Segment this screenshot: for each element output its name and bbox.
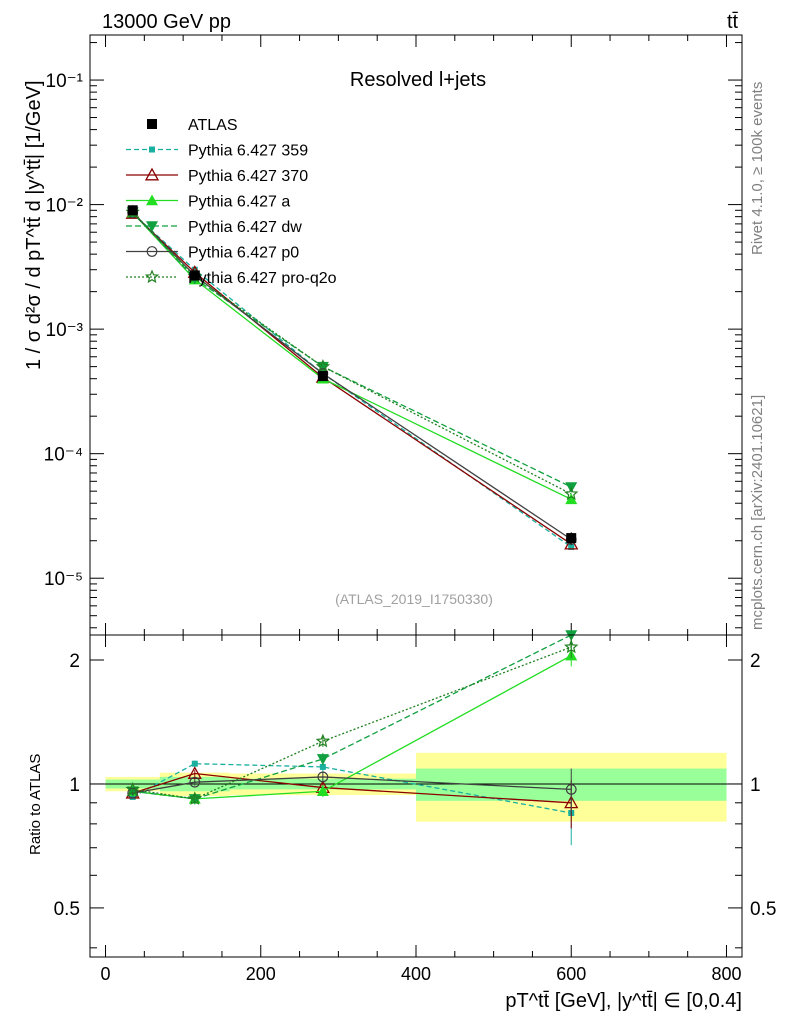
series-point xyxy=(563,486,579,501)
ratio-point xyxy=(187,791,202,805)
ratio-panel-frame xyxy=(89,634,743,958)
main-series-group xyxy=(125,204,579,551)
ratio-series-group xyxy=(125,630,579,846)
x-tick-label: 800 xyxy=(711,964,741,984)
y-tick-label: 10⁻⁴ xyxy=(44,445,83,466)
ratio-line-pythia-6-427-pro-q2o xyxy=(132,646,572,800)
ratio-point xyxy=(315,733,331,748)
x-tick-label: 200 xyxy=(246,964,276,984)
legend-label: Pythia 6.427 a xyxy=(188,194,290,211)
ratio-y-tick-label: 2 xyxy=(69,651,80,672)
ratio-line-pythia-6-427-359 xyxy=(132,763,572,814)
legend-label: Pythia 6.427 p0 xyxy=(188,245,299,262)
y-tick-label: 10⁻⁵ xyxy=(44,569,83,590)
chart-title: Resolved l+jets xyxy=(350,69,486,91)
data-point xyxy=(317,371,328,382)
ratio-y-tick-label-right: 1 xyxy=(750,775,761,796)
ratio-y-axis-label: Ratio to ATLAS xyxy=(27,754,44,855)
axes-group: 0 200 400 600 800 10⁻¹ 10⁻² 10⁻³ 10⁻⁴ 10⁻⁵ 0.5 0.5 1… xyxy=(44,35,776,984)
process-label: tt̄ xyxy=(727,11,739,33)
y-tick-label: 10⁻² xyxy=(46,196,84,217)
series-line-pythia-6-427-pro-q2o xyxy=(132,211,572,495)
x-tick-label: 0 xyxy=(101,964,111,984)
series-point xyxy=(565,493,578,505)
legend-marker xyxy=(144,167,160,181)
ratio-point xyxy=(187,766,202,779)
legend-label: Pythia 6.427 359 xyxy=(188,143,308,160)
series-point xyxy=(315,359,331,373)
ratio-point xyxy=(189,776,201,788)
legend-marker xyxy=(146,246,158,257)
legend-marker xyxy=(146,194,158,206)
series-point xyxy=(568,544,575,551)
series-line-pythia-6-427-dw xyxy=(132,211,572,488)
analysis-id: (ATLAS_2019_I1750330) xyxy=(335,591,493,607)
energy-label: 13000 GeV pp xyxy=(102,11,231,33)
ratio-point xyxy=(317,771,329,783)
ratio-y-tick-label: 1 xyxy=(69,775,80,796)
ratio-line-pythia-6-427-p0 xyxy=(132,776,572,794)
data-point xyxy=(189,270,200,281)
ratio-point xyxy=(125,781,140,796)
data-point xyxy=(127,205,138,216)
ratio-point xyxy=(191,760,198,767)
rivet-label: Rivet 4.1.0, ≥ 100k events xyxy=(749,82,766,255)
x-tick-label: 400 xyxy=(401,964,431,984)
ratio-point xyxy=(316,754,329,765)
legend-label: Pythia 6.427 pro-q2o xyxy=(188,270,337,287)
legend-label: ATLAS xyxy=(188,117,238,134)
ratio-point xyxy=(565,630,578,641)
y-tick-label: 10⁻³ xyxy=(46,320,84,341)
y-tick-label: 10⁻¹ xyxy=(46,71,84,92)
x-tick-label: 600 xyxy=(556,964,586,984)
y-axis-label: 1 / σ d²σ / d pT^tt̄ d |y^tt̄| [1/GeV] xyxy=(23,80,45,370)
data-point xyxy=(566,533,577,544)
ratio-point xyxy=(565,784,577,795)
legend-label: Pythia 6.427 370 xyxy=(188,168,308,185)
ratio-y-tick-label-right: 2 xyxy=(750,651,761,672)
legend-marker xyxy=(144,269,160,284)
mcplots-label: mcplots.cern.ch [arXiv:2401.10621] xyxy=(749,395,766,630)
ratio-point xyxy=(563,639,579,654)
x-axis-label: pT^tt̄ [GeV], |y^tt̄| ∈ [0,0.4] xyxy=(505,990,742,1012)
legend-marker xyxy=(146,221,158,232)
ratio-point xyxy=(316,785,329,797)
legend-marker xyxy=(147,119,157,129)
ratio-line-pythia-6-427-370 xyxy=(132,772,572,804)
legend-marker xyxy=(149,146,155,153)
ratio-y-tick-label-right: 0.5 xyxy=(750,899,776,920)
legend: ATLAS Pythia 6.427 359 Pythia 6.427 370 Pyt… xyxy=(126,117,337,287)
ratio-y-tick-label: 0.5 xyxy=(54,899,80,920)
legend-label: Pythia 6.427 dw xyxy=(188,219,302,236)
ratio-point xyxy=(319,763,326,770)
